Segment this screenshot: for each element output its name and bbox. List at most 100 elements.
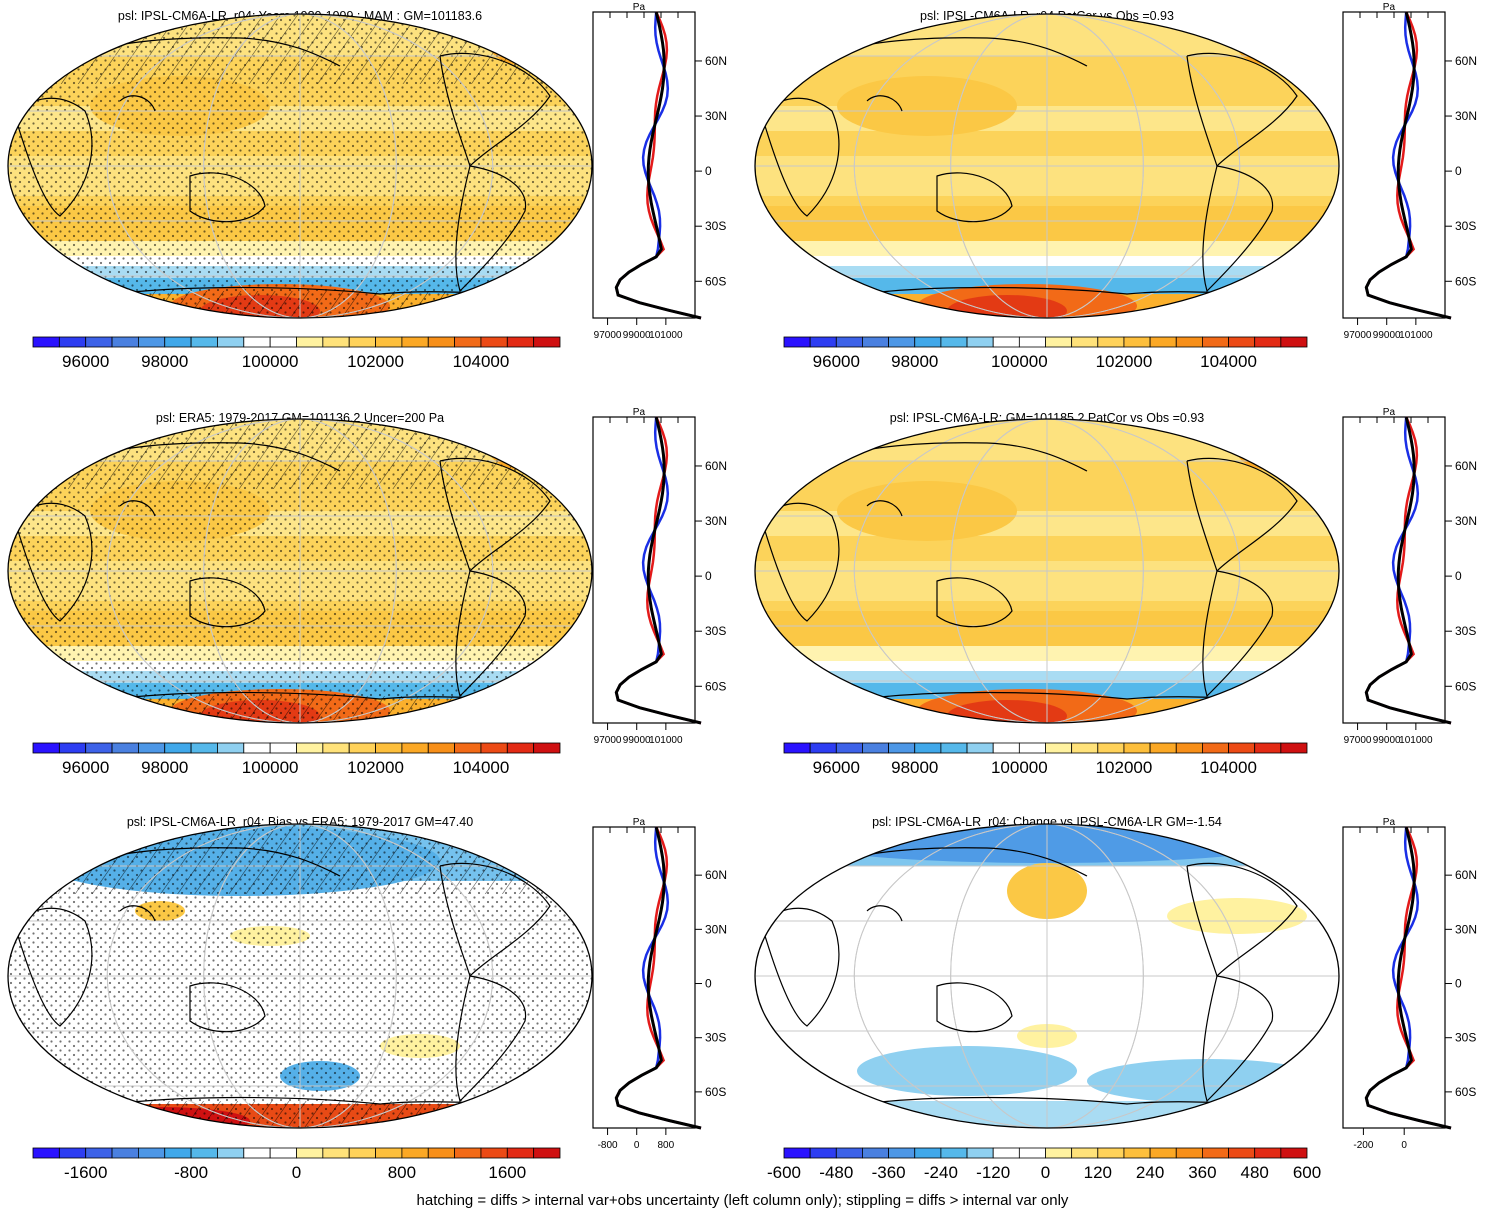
colorbar-swatch	[1045, 1147, 1073, 1159]
colorbar-swatch	[1071, 742, 1099, 754]
colorbar-swatch	[862, 1147, 890, 1159]
colorbar-label: 360	[1188, 1163, 1216, 1182]
colorbar-swatch	[1071, 1147, 1099, 1159]
colorbar-swatch	[375, 1147, 403, 1159]
colorbar-swatch	[269, 742, 297, 754]
colorbar-label: -240	[924, 1163, 958, 1182]
profile-lat-label: 60N	[1455, 459, 1477, 473]
colorbar-swatch	[914, 1147, 942, 1159]
meridian-line	[950, 824, 1144, 1128]
colorbar-swatch	[1018, 742, 1046, 754]
colorbar-swatch	[914, 742, 942, 754]
colorbar-swatch	[480, 1147, 508, 1159]
colorbar-label: 120	[1084, 1163, 1112, 1182]
colorbar-label: -1600	[64, 1163, 107, 1182]
profile-xtick-label: 101000	[1399, 735, 1433, 746]
meridian-line	[853, 824, 1241, 1128]
profile-lat-label: 30S	[705, 1031, 726, 1045]
colorbar-swatch	[1202, 1147, 1229, 1159]
colorbar-swatch	[1228, 1147, 1256, 1159]
colorbar-label: 100000	[242, 352, 299, 371]
zonal-mean-curve	[614, 11, 702, 320]
panel-p6: psl: IPSL-CM6A-LR_r04: Change vs IPSL-CM…	[754, 815, 1477, 1182]
profile-xtick-label: 99000	[623, 330, 651, 341]
meridian-line	[203, 824, 397, 1128]
colorbar-swatch	[190, 742, 218, 754]
profile-lat-label: 0	[1455, 569, 1462, 583]
colorbar-label: 240	[1136, 1163, 1164, 1182]
colorbar-label: 100000	[242, 758, 299, 777]
colorbar-swatch	[164, 1147, 192, 1159]
colorbar-swatch	[375, 336, 403, 348]
colorbar-swatch	[1071, 336, 1099, 348]
panel-p3: psl: ERA5: 1979-2017 GM=101136.2 Uncer=2…	[7, 407, 727, 777]
panel-p5: psl: IPSL-CM6A-LR_r04: Bias vs ERA5: 197…	[7, 815, 727, 1182]
profile-lat-label: 30S	[705, 219, 726, 233]
colorbar-swatch	[269, 336, 297, 348]
meridian-line	[203, 14, 397, 318]
colorbar-label: 600	[1293, 1163, 1321, 1182]
colorbar-swatch	[85, 742, 113, 754]
anomaly-blob	[947, 700, 1067, 723]
coastline	[1186, 457, 1298, 573]
coastline	[119, 905, 156, 922]
colorbar-swatch	[835, 742, 863, 754]
colorbar-swatch	[137, 336, 166, 348]
colorbar-swatch	[1228, 336, 1256, 348]
colorbar-label: -800	[174, 1163, 208, 1182]
colorbar-label: -600	[767, 1163, 801, 1182]
colorbar-swatch	[137, 742, 166, 754]
colorbar-label: 104000	[453, 758, 510, 777]
coastline	[455, 570, 527, 698]
footer-note: hatching = diffs > internal var+obs unce…	[416, 1192, 1069, 1209]
colorbar-swatch	[809, 742, 837, 754]
map-border	[754, 823, 1340, 1129]
colorbar-swatch	[111, 742, 139, 754]
profile-lat-label: 0	[1455, 164, 1462, 178]
coastline	[1202, 570, 1274, 698]
colorbar-swatch	[454, 336, 482, 348]
colorbar-swatch	[506, 336, 535, 348]
profile-xtick-label: 800	[658, 1140, 675, 1151]
anomaly-blob	[857, 1046, 1077, 1096]
meridian-line	[950, 419, 1144, 723]
colorbar-swatch	[992, 1147, 1020, 1159]
colorbar-swatch	[58, 742, 87, 754]
meridian-line	[950, 14, 1144, 318]
meridian-line	[853, 14, 1241, 318]
anomaly-blob	[1087, 1059, 1327, 1103]
colorbar-label: 104000	[453, 352, 510, 371]
colorbar-swatch	[506, 742, 535, 754]
colorbar-swatch	[58, 336, 87, 348]
colorbar-swatch	[533, 742, 561, 754]
coastline	[866, 95, 903, 112]
colorbar-swatch	[137, 1147, 166, 1159]
colorbar-swatch	[1097, 1147, 1125, 1159]
colorbar-label: 480	[1241, 1163, 1269, 1182]
colorbar-swatch	[401, 742, 429, 754]
colorbar-swatch	[480, 336, 508, 348]
colorbar-swatch	[322, 336, 350, 348]
profile-lat-label: 0	[705, 164, 712, 178]
colorbar-label: 98000	[141, 758, 188, 777]
colorbar-swatch	[1280, 1147, 1308, 1159]
colorbar-swatch	[1097, 742, 1125, 754]
colorbar-swatch	[533, 1147, 561, 1159]
colorbar-swatch	[322, 1147, 350, 1159]
profile-lat-label: 60S	[705, 1085, 726, 1099]
colorbar-swatch	[1175, 1147, 1203, 1159]
colorbar-label: 104000	[1200, 758, 1257, 777]
colorbar-label: -360	[872, 1163, 906, 1182]
coastline	[189, 172, 266, 223]
anomaly-blob	[1167, 898, 1307, 934]
meridian-line	[106, 14, 494, 318]
profile-lat-label: 0	[705, 569, 712, 583]
coastline	[189, 982, 266, 1033]
colorbar-label: 800	[388, 1163, 416, 1182]
colorbar-swatch	[1045, 742, 1073, 754]
colorbar-swatch	[1254, 742, 1282, 754]
colorbar-swatch	[190, 336, 218, 348]
colorbar-swatch	[164, 336, 192, 348]
colorbar-swatch	[914, 336, 942, 348]
